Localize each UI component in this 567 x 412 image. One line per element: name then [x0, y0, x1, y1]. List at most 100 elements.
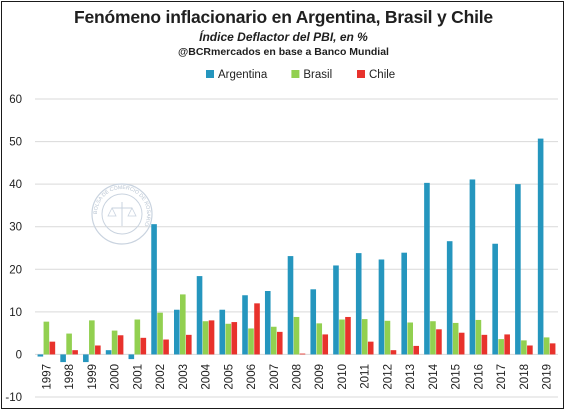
bar-brasil-2015 [452, 322, 459, 355]
bar-chile-2016 [481, 334, 488, 355]
bar-chile-2000 [117, 335, 124, 355]
bar-chile-2019 [549, 343, 556, 355]
x-tick-label: 1999 [87, 364, 99, 390]
chart-title: Fenómeno inflacionario en Argentina, Bra… [74, 7, 493, 27]
x-tick-label: 2008 [292, 364, 304, 390]
legend-label-brasil: Brasil [303, 69, 332, 81]
legend-label-argentina: Argentina [218, 69, 268, 81]
bar-brasil-2000 [111, 330, 118, 355]
bar-argentina-2014 [424, 182, 430, 355]
bar-brasil-1999 [89, 320, 95, 355]
bar-argentina-2016 [469, 179, 476, 355]
y-tick-label: 60 [9, 94, 22, 106]
legend-swatch-brasil [291, 70, 300, 78]
x-tick-label: 2015 [451, 364, 463, 390]
bar-brasil-2014 [430, 321, 436, 355]
bar-brasil-2012 [384, 320, 391, 355]
y-tick-label: 40 [9, 179, 22, 191]
x-tick-label: 2001 [132, 364, 144, 390]
watermark-seal: BOLSA DE COMERCIO DE ROSARIO [91, 183, 153, 245]
bar-argentina-2009 [310, 289, 317, 355]
bar-argentina-1998 [60, 354, 66, 363]
x-tick-label: 1998 [64, 364, 76, 390]
x-tick-label: 2013 [405, 364, 417, 390]
bar-chile-2018 [527, 345, 533, 355]
bar-chile-2008 [299, 353, 306, 355]
bar-chile-2002 [163, 339, 169, 355]
bar-chile-2013 [413, 345, 419, 355]
bar-argentina-2010 [333, 265, 339, 355]
bar-chile-2006 [254, 303, 260, 355]
x-tick-label: 2010 [337, 364, 349, 390]
bar-argentina-2013 [401, 252, 407, 355]
bar-chile-1997 [49, 341, 56, 355]
y-tick-label: -10 [5, 392, 22, 404]
seal-inner-ring [101, 193, 143, 235]
y-axis: -10 0 10 20 30 40 50 60 [5, 94, 22, 404]
bar-brasil-2006 [248, 328, 254, 355]
bar-brasil-2001 [134, 319, 141, 355]
y-tick-label: 20 [9, 264, 22, 276]
bar-brasil-2008 [293, 316, 300, 355]
bar-chile-2012 [390, 350, 397, 355]
bar-chile-1998 [72, 350, 78, 355]
bar-argentina-2004 [196, 276, 203, 355]
x-tick-label: 2014 [428, 363, 440, 389]
y-tick-label: 50 [9, 137, 22, 149]
x-tick-label: 2005 [223, 364, 235, 390]
x-tick-label: 2006 [246, 364, 258, 390]
x-tick-label: 2017 [496, 364, 508, 390]
bar-brasil-2005 [225, 323, 232, 355]
bar-brasil-2013 [407, 322, 413, 355]
bar-argentina-1999 [83, 354, 89, 363]
bar-chile-2001 [140, 337, 147, 355]
bar-chile-1999 [95, 345, 101, 355]
bar-brasil-1998 [66, 333, 72, 355]
bar-chile-2014 [436, 329, 442, 355]
bar-brasil-2017 [498, 339, 504, 355]
legend-label-chile: Chile [369, 69, 395, 81]
bar-chile-2009 [322, 334, 329, 355]
bar-argentina-2015 [446, 241, 453, 355]
x-tick-label: 2018 [519, 364, 531, 390]
bar-chile-2007 [276, 331, 283, 355]
x-tick-label: 2019 [542, 364, 554, 390]
y-tick-label: 30 [9, 222, 22, 234]
bar-brasil-2004 [202, 321, 209, 355]
bar-argentina-2002 [151, 224, 157, 355]
bar-argentina-2012 [378, 259, 385, 355]
bar-brasil-1997 [43, 321, 50, 355]
legend-swatch-argentina [206, 70, 214, 78]
bar-brasil-2002 [157, 312, 163, 355]
bar-brasil-2018 [521, 340, 527, 355]
bar-argentina-2008 [287, 256, 294, 355]
bar-argentina-2007 [264, 290, 271, 355]
x-tick-label: 2012 [382, 364, 394, 390]
bar-argentina-2019 [537, 138, 544, 355]
legend-swatch-chile [357, 70, 365, 78]
x-axis: 1997 1998 1999 2000 2001 2002 2003 2004 2005 2006… [41, 363, 553, 389]
x-tick-label: 2009 [314, 364, 326, 390]
bar-chile-2010 [345, 316, 351, 355]
bar-argentina-2005 [219, 309, 226, 355]
bar-brasil-2007 [270, 326, 277, 355]
bar-brasil-2003 [180, 294, 186, 355]
x-tick-label: 2004 [201, 363, 213, 389]
bar-chile-2017 [504, 334, 510, 355]
bar-chile-2005 [231, 322, 238, 355]
y-tick-label: 10 [9, 307, 22, 319]
seal-emblem [107, 207, 137, 217]
x-tick-label: 2000 [110, 364, 122, 390]
bar-argentina-2000 [105, 350, 112, 355]
bar-chile-2011 [367, 341, 374, 355]
y-tick-label: 0 [16, 349, 22, 361]
bar-argentina-2003 [174, 309, 180, 355]
bar-chile-2015 [458, 332, 465, 355]
seal-outer-ring [91, 183, 153, 245]
bar-brasil-2009 [316, 323, 323, 355]
bar-argentina-2006 [242, 295, 248, 355]
legend: Argentina Brasil Chile [206, 69, 395, 81]
bar-chile-2004 [208, 320, 215, 355]
x-tick-label: 2011 [360, 364, 372, 389]
